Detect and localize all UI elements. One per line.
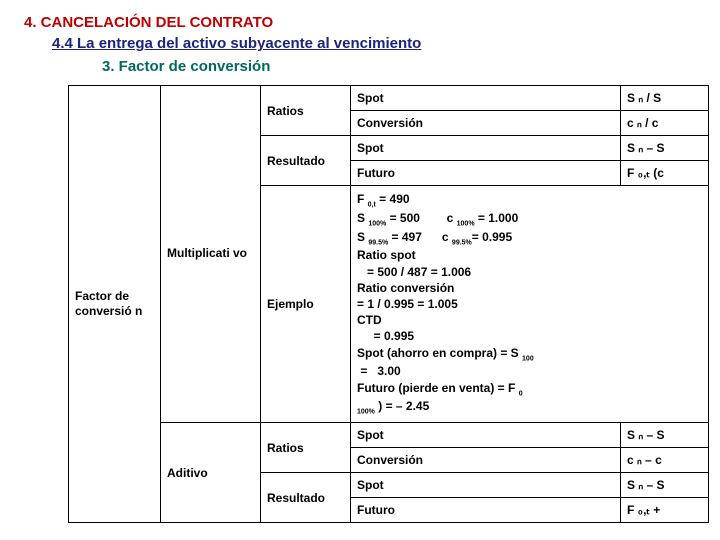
- table-row: Aditivo Ratios Spot S ₙ – S: [69, 423, 709, 448]
- cell-spot-val: S ₙ – S: [621, 473, 709, 498]
- cell-conv-label: Conversión: [351, 448, 621, 473]
- cell-conv-label: Conversión: [351, 111, 621, 136]
- cell-factor-conversion: Factor de conversió n: [69, 86, 161, 523]
- cell-ratios: Ratios: [261, 86, 351, 136]
- cell-ratios: Ratios: [261, 423, 351, 473]
- cell-spot-label: Spot: [351, 136, 621, 161]
- cell-futuro-label: Futuro: [351, 161, 621, 186]
- cell-spot-val: S ₙ – S: [621, 136, 709, 161]
- cell-spot-label: Spot: [351, 473, 621, 498]
- cell-conv-val: c ₙ / c: [621, 111, 709, 136]
- conversion-factor-table: Factor de conversió n Multiplicati vo Ra…: [68, 85, 709, 523]
- cell-resultado: Resultado: [261, 473, 351, 523]
- cell-futuro-label: Futuro: [351, 498, 621, 523]
- cell-spot-val: S ₙ – S: [621, 423, 709, 448]
- cell-futuro-val: F ₀,ₜ (c: [621, 161, 709, 186]
- cell-spot-label: Spot: [351, 86, 621, 111]
- cell-ejemplo-body: F 0,t = 490S 100% = 500 c 100% = 1.000S …: [351, 186, 709, 423]
- cell-conv-val: c ₙ – c: [621, 448, 709, 473]
- cell-ejemplo-label: Ejemplo: [261, 186, 351, 423]
- heading-subsection-4-4: 4.4 La entrega del activo subyacente al …: [52, 35, 696, 52]
- table-row: Factor de conversió n Multiplicati vo Ra…: [69, 86, 709, 111]
- cell-futuro-val: F ₀,ₜ +: [621, 498, 709, 523]
- heading-section-4: 4. CANCELACIÓN DEL CONTRATO: [24, 14, 696, 31]
- cell-resultado: Resultado: [261, 136, 351, 186]
- cell-multiplicativo: Multiplicati vo: [161, 86, 261, 423]
- cell-aditivo: Aditivo: [161, 423, 261, 523]
- heading-item-3: 3. Factor de conversión: [102, 58, 696, 75]
- cell-spot-label: Spot: [351, 423, 621, 448]
- cell-spot-val: S ₙ / S: [621, 86, 709, 111]
